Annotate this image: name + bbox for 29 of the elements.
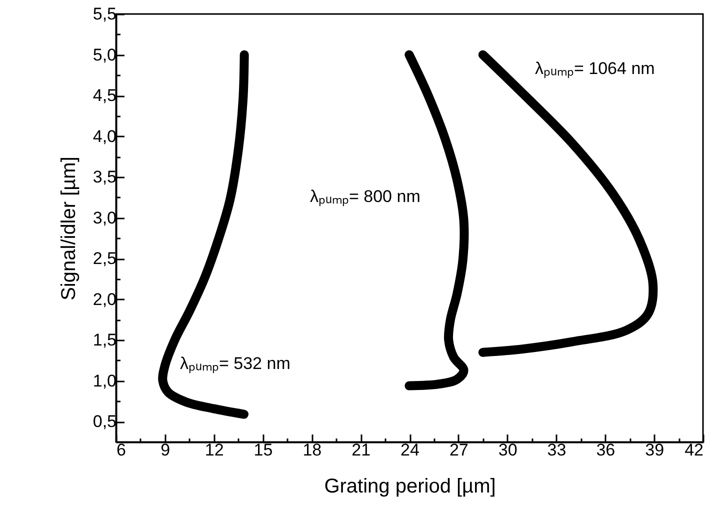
y-tick-label: 0,5 (92, 412, 116, 432)
x-tick-label: 39 (645, 440, 664, 460)
y-tick-label: 3,0 (92, 208, 116, 228)
x-tick-label: 12 (204, 440, 224, 460)
y-tick-label: 1,0 (92, 371, 116, 390)
y-tick-label: 4,5 (92, 86, 116, 106)
annotation: λₚᵤₘₚ= 800 nm (310, 187, 420, 207)
y-tick-label: 4,0 (92, 126, 116, 146)
x-tick-label: 33 (547, 440, 566, 460)
y-tick-label: 1,5 (92, 330, 116, 350)
x-tick-label: 27 (449, 440, 468, 460)
annotation: λₚᵤₘₚ= 532 nm (180, 354, 290, 374)
y-axis-title: Signal/idler [µm] (58, 156, 80, 300)
x-tick-label: 30 (498, 440, 518, 460)
x-tick-label: 6 (116, 440, 126, 460)
y-tick-label: 2,5 (92, 249, 116, 268)
y-tick-label: 3,5 (92, 168, 116, 187)
x-tick-label: 21 (352, 440, 371, 460)
x-tick-label: 15 (254, 440, 273, 460)
x-tick-label: 24 (400, 440, 420, 460)
x-tick-label: 36 (596, 440, 616, 460)
x-axis-title: Grating period [µm] (324, 476, 496, 498)
y-tick-label: 5,5 (92, 4, 116, 24)
annotation: λₚᵤₘₚ= 1064 nm (535, 59, 655, 79)
x-tick-label: 18 (302, 440, 322, 460)
x-tick-label: 9 (160, 440, 170, 460)
y-tick-label: 2,0 (92, 290, 116, 309)
y-tick-label: 5,0 (92, 45, 116, 64)
x-tick-label: 42 (684, 440, 704, 460)
